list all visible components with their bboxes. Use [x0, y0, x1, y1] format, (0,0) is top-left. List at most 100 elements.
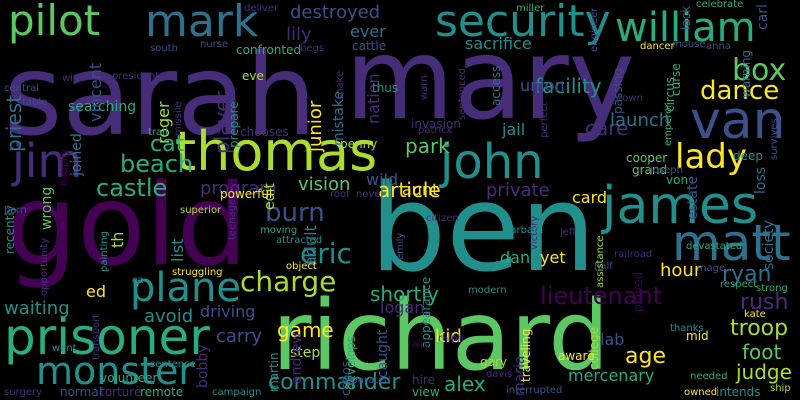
word: strong: [756, 283, 788, 294]
word: access: [489, 65, 503, 106]
word: sacrifice: [465, 34, 532, 53]
word: thomas: [175, 120, 378, 183]
word: survives: [769, 118, 780, 160]
word: emperor: [663, 103, 674, 146]
word: warning: [739, 49, 753, 98]
word: appearance: [419, 276, 433, 348]
word: mark: [145, 0, 259, 47]
word: gold: [6, 161, 248, 291]
word: happily: [59, 149, 70, 186]
word: superior: [180, 205, 222, 216]
word: vision: [298, 174, 351, 195]
word: charge: [240, 265, 337, 298]
word: searching: [68, 99, 137, 115]
word: mouse: [672, 39, 706, 50]
word: facility: [535, 74, 602, 98]
word: matt: [672, 214, 791, 272]
word: lab: [600, 330, 625, 349]
word: mid: [686, 329, 709, 343]
word: martin: [267, 352, 281, 392]
word: loss: [753, 166, 769, 194]
word: junior: [305, 100, 326, 152]
word: card: [572, 188, 608, 207]
word: respect: [720, 279, 758, 290]
word: deliver: [244, 3, 279, 14]
word: half: [594, 261, 613, 272]
word: wrong: [39, 186, 55, 230]
word: wild: [366, 170, 399, 189]
word: launch: [610, 110, 671, 131]
word: hour: [660, 260, 702, 281]
word: dan: [500, 248, 531, 267]
word: program: [200, 178, 277, 199]
word: ca: [132, 275, 144, 286]
word: eve: [242, 69, 264, 83]
word: painting: [99, 231, 110, 272]
word: sentenced: [457, 67, 468, 120]
word: table: [22, 97, 48, 108]
word: interrupted: [506, 385, 563, 396]
word: teenage: [227, 198, 238, 240]
word: needed: [690, 371, 728, 382]
word: dance: [700, 76, 780, 106]
word: sentence: [150, 359, 196, 370]
word: andrew: [289, 332, 305, 384]
word: separated: [340, 375, 391, 386]
word: campaign: [212, 387, 262, 398]
word: moving: [260, 225, 298, 236]
word: missile: [173, 101, 184, 136]
word: central: [4, 83, 39, 94]
word: joseph: [650, 165, 683, 176]
word: cattle: [352, 39, 387, 53]
word: van: [690, 91, 786, 151]
word: transport: [91, 313, 102, 360]
word: mary: [345, 15, 636, 145]
word: kid: [435, 326, 462, 347]
word: torture: [100, 385, 142, 399]
word: box: [732, 53, 787, 88]
word: ever: [350, 22, 386, 41]
word: aunt: [402, 180, 439, 199]
word: ryan: [722, 262, 772, 287]
word: ralph: [438, 333, 464, 344]
word: john: [440, 134, 544, 190]
word: yet: [540, 248, 566, 267]
word: sarah: [4, 31, 317, 161]
word: prisoner: [4, 308, 210, 366]
word: south: [150, 43, 178, 54]
word: society: [761, 220, 777, 270]
word: step: [290, 345, 321, 361]
word: cat: [150, 132, 185, 157]
word: remote: [140, 385, 184, 399]
word: article: [378, 178, 441, 202]
word: james: [602, 176, 759, 236]
word: hire: [412, 373, 435, 387]
word: thanks: [670, 323, 704, 334]
word: estate: [685, 175, 701, 220]
word: castle: [96, 174, 168, 202]
word: burn: [265, 198, 325, 228]
word: priest: [2, 94, 26, 152]
word: devastated: [686, 241, 743, 252]
word: union: [520, 76, 565, 95]
word: kate: [744, 309, 766, 320]
word: age: [625, 344, 666, 369]
word: powerful: [220, 187, 273, 201]
word: fairy: [408, 339, 431, 350]
word: emily: [395, 232, 406, 260]
word: trail: [148, 127, 168, 138]
word: invasion: [411, 117, 461, 131]
word: caught: [375, 329, 391, 378]
word: shortly: [370, 282, 439, 306]
word: chooses: [240, 125, 289, 139]
word: mercenary: [568, 366, 655, 385]
word: wind: [62, 73, 86, 84]
word: carry: [216, 326, 263, 347]
word: troop: [730, 316, 789, 341]
word: von: [666, 173, 689, 187]
word: jim: [12, 134, 83, 188]
word: bobby: [195, 344, 211, 388]
word: struggling: [172, 267, 223, 278]
word: railroad: [614, 249, 653, 260]
